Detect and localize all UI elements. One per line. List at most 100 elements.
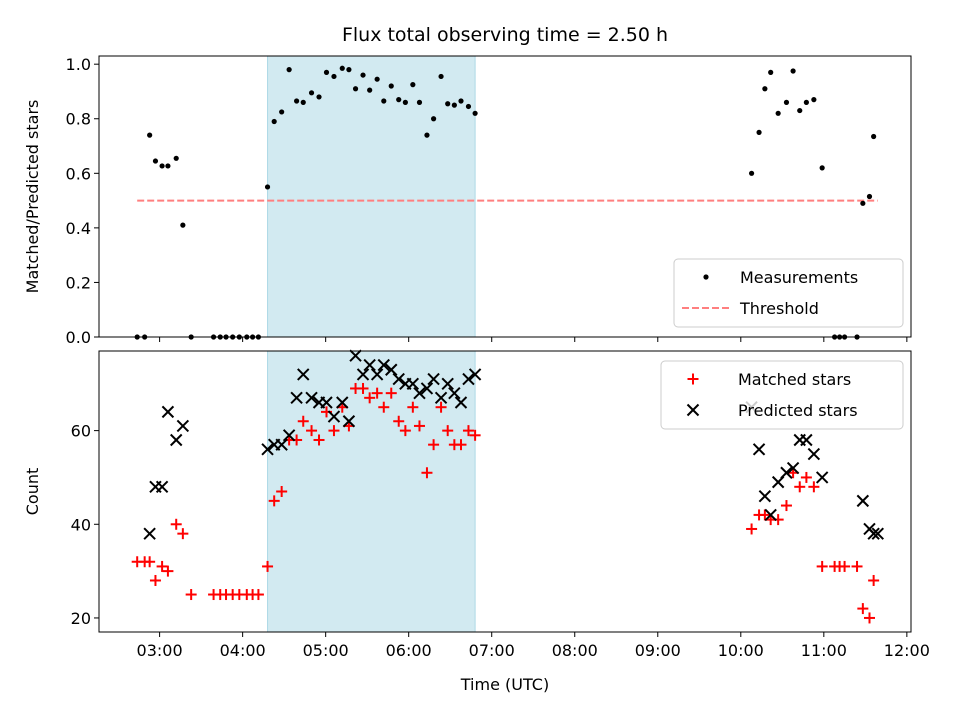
legend-label: Measurements (740, 268, 858, 287)
measurement-point (352, 86, 359, 92)
predicted-marker-b (176, 419, 190, 433)
predicted-marker (342, 415, 356, 428)
predicted-marker (363, 358, 376, 372)
bottom-y-axis-label: Count (23, 468, 42, 516)
y-tick-label: 0.6 (66, 164, 91, 183)
matched-marker (252, 589, 264, 601)
matched-marker (378, 401, 390, 413)
measurement-point (465, 103, 472, 110)
matched-marker (413, 420, 425, 432)
predicted-marker-b (427, 372, 440, 386)
measurement-point (797, 107, 803, 114)
legend-frame (660, 360, 904, 430)
predicted-marker (406, 377, 420, 390)
x-tick-label: 03:00 (137, 641, 183, 660)
predicted-marker-b (462, 372, 475, 386)
measurement-point (323, 69, 330, 75)
measurement-point (331, 73, 337, 80)
predicted-marker-b (406, 377, 420, 390)
predicted-marker (871, 527, 884, 540)
matched-marker (313, 434, 325, 446)
predicted-marker (282, 429, 296, 442)
panel-top-ratio: 0.0 0.2 0.4 0.6 0.8 1.0 Matched/Predicted star… (23, 55, 912, 347)
predicted-marker (290, 391, 303, 405)
legend-predicted-marker-b (686, 403, 700, 417)
predicted-marker-b (871, 527, 884, 540)
legend-label: Threshold (739, 299, 819, 318)
predicted-marker (155, 480, 169, 494)
measurement-point (346, 67, 352, 73)
y-tick-label: 0.2 (66, 273, 91, 292)
predicted-marker-b (320, 396, 333, 409)
predicted-marker-b (385, 363, 398, 376)
predicted-marker-b (363, 358, 376, 372)
predicted-marker (815, 471, 829, 484)
predicted-marker-b (392, 372, 405, 386)
measurement-point (775, 110, 781, 116)
matched-marker (469, 429, 481, 441)
predicted-marker-b (764, 508, 777, 522)
matched-marker (839, 560, 851, 572)
matched-marker (276, 486, 288, 497)
measurement-point (402, 99, 408, 105)
predicted-marker (356, 368, 370, 381)
measurement-point (360, 72, 366, 78)
predicted-marker (780, 466, 793, 479)
matched-marker (808, 481, 820, 493)
predicted-marker-b (758, 489, 772, 503)
predicted-marker-b (468, 368, 482, 381)
matched-marker (306, 425, 318, 437)
predicted-marker (468, 368, 482, 381)
predicted-marker (434, 391, 448, 405)
matched-marker (371, 387, 383, 399)
x-tick-label: 11:00 (801, 641, 847, 660)
matched-marker (428, 439, 440, 451)
predicted-marker (261, 443, 274, 456)
matched-marker (746, 523, 758, 535)
predicted-marker-b (305, 391, 318, 405)
matched-marker (357, 382, 369, 394)
matched-marker (462, 425, 474, 437)
measurement-point (803, 99, 809, 105)
measurement-point (147, 132, 153, 138)
measurement-point (438, 73, 444, 80)
predicted-marker (275, 438, 288, 451)
measurement-point (396, 97, 402, 103)
top-legend: Measurements Threshold (673, 258, 904, 328)
matched-marker (816, 560, 828, 572)
predicted-marker (420, 382, 434, 395)
measurement-point (286, 67, 292, 73)
legend-predicted-marker (686, 403, 700, 417)
predicted-marker (170, 433, 183, 447)
predicted-marker (385, 363, 398, 376)
x-tick-label: 10:00 (718, 641, 764, 660)
matched-marker (385, 387, 397, 399)
predicted-marker-b (752, 443, 766, 456)
measurement-point (173, 155, 179, 161)
y-tick-label: 20 (71, 609, 91, 628)
measurement-point (445, 101, 451, 107)
measurement-point (783, 99, 790, 105)
predicted-marker (462, 372, 475, 386)
matched-marker (421, 467, 433, 479)
top-y-axis-label: Matched/Predicted stars (23, 100, 42, 294)
predicted-marker-b (336, 396, 349, 409)
predicted-marker-b (413, 386, 426, 400)
predicted-marker (320, 396, 333, 409)
bottom-axes-frame (98, 350, 912, 633)
matched-marker (780, 500, 792, 512)
predicted-marker (297, 368, 310, 381)
matched-marker (162, 565, 174, 577)
measurement-point (424, 132, 430, 138)
x-tick-label: 06:00 (386, 641, 432, 660)
measurement-point (748, 170, 755, 176)
matched-marker (268, 495, 280, 507)
predicted-marker (752, 443, 766, 456)
x-tick-label: 08:00 (552, 641, 598, 660)
predicted-marker (856, 494, 870, 508)
measurement-point (300, 99, 306, 105)
predicted-marker (786, 461, 800, 475)
predicted-marker-b (170, 433, 183, 447)
predicted-marker-b (282, 429, 296, 442)
x-tick-label: 07:00 (469, 641, 515, 660)
